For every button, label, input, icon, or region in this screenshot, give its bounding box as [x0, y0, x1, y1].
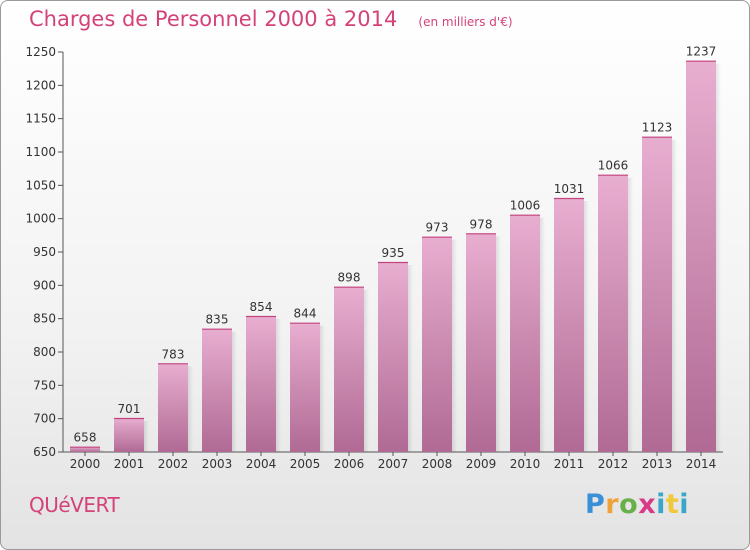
x-tick-label-2005: 2005	[290, 457, 321, 471]
bar-2014	[686, 60, 716, 453]
data-label-2014: 1237	[686, 45, 717, 59]
data-label-2008: 973	[426, 221, 449, 235]
y-tick-label: 1250	[25, 45, 56, 59]
bar-shadow	[320, 325, 325, 452]
data-label-2011: 1031	[554, 182, 585, 196]
y-tick-label: 800	[33, 345, 56, 359]
proxiti-logo: Proxiti	[585, 489, 689, 520]
bar-shadow	[716, 63, 721, 453]
x-tick-label-2003: 2003	[202, 457, 233, 471]
x-tick-label-2006: 2006	[334, 457, 365, 471]
y-tick-label: 650	[33, 445, 56, 459]
data-label-2007: 935	[382, 246, 405, 260]
x-tick-label-2008: 2008	[422, 457, 453, 471]
bar-2008	[422, 236, 452, 452]
bars-layer	[70, 60, 721, 453]
data-label-2003: 835	[206, 313, 229, 327]
logo-letter-t: t	[665, 489, 680, 520]
y-tick-label: 950	[33, 245, 56, 259]
bar-2006	[334, 286, 364, 452]
logo-letter-i2: i	[679, 489, 690, 520]
bar-2013	[642, 136, 672, 452]
bar-2011	[554, 198, 584, 452]
chart-title: Charges de Personnel 2000 à 2014	[29, 7, 398, 31]
y-tick-label: 850	[33, 312, 56, 326]
x-tick-label-2001: 2001	[114, 457, 145, 471]
bar-shadow	[452, 239, 457, 452]
logo-letter-x: x	[638, 489, 657, 520]
y-tick-label: 700	[33, 412, 56, 426]
bar-2002	[158, 363, 188, 452]
y-tick-label: 1050	[25, 178, 56, 192]
bar-shadow	[276, 319, 281, 452]
bar-shadow	[144, 421, 149, 452]
bar-2001	[114, 418, 144, 452]
x-tick-label-2014: 2014	[686, 457, 717, 471]
bar-2007	[378, 262, 408, 452]
y-tick-label: 900	[33, 278, 56, 292]
bar-shadow	[584, 201, 589, 452]
y-tick-label: 750	[33, 378, 56, 392]
x-tick-label-2004: 2004	[246, 457, 277, 471]
bar-shadow	[188, 366, 193, 452]
bar-2004	[246, 316, 276, 452]
data-label-2004: 854	[250, 300, 273, 314]
y-tick-label: 1200	[25, 78, 56, 92]
title-block: Charges de Personnel 2000 à 2014 (en mil…	[29, 7, 513, 31]
bar-shadow	[540, 217, 545, 452]
data-label-2010: 1006	[510, 199, 541, 213]
bar-shadow	[100, 449, 105, 452]
bar-2003	[202, 328, 232, 452]
labels-layer: 650 700 750 800 850 900 950 1000 1050 1100 1150 120…	[25, 45, 716, 471]
bar-2010	[510, 214, 540, 452]
bar-2000	[70, 446, 100, 452]
y-tick-label: 1100	[25, 145, 56, 159]
logo-letter-i: i	[656, 489, 666, 520]
x-tick-label-2013: 2013	[642, 457, 673, 471]
x-tick-label-2000: 2000	[70, 457, 101, 471]
data-label-2009: 978	[470, 217, 493, 231]
x-tick-label-2010: 2010	[510, 457, 541, 471]
logo-letter-r: r	[605, 489, 620, 520]
logo-letter-p: P	[585, 489, 606, 520]
y-tick-label: 1000	[25, 212, 56, 226]
commune-name: QUéVERT	[29, 493, 120, 517]
data-label-2002: 783	[162, 347, 185, 361]
logo-letter-o: o	[619, 489, 639, 520]
x-tick-label-2011: 2011	[554, 457, 585, 471]
data-label-2006: 898	[338, 271, 361, 285]
data-label-2000: 658	[74, 431, 97, 445]
chart-unit: (en milliers d'€)	[418, 15, 513, 29]
bar-shadow	[408, 265, 413, 452]
bar-shadow	[232, 331, 237, 452]
data-label-2013: 1123	[642, 121, 673, 135]
bar-shadow	[496, 236, 501, 452]
data-label-2001: 701	[118, 402, 141, 416]
y-tick-label: 1150	[25, 112, 56, 126]
x-tick-label-2012: 2012	[598, 457, 629, 471]
data-label-2005: 844	[294, 307, 317, 321]
bar-2012	[598, 174, 628, 452]
x-tick-label-2009: 2009	[466, 457, 497, 471]
x-tick-label-2007: 2007	[378, 457, 409, 471]
data-label-2012: 1066	[598, 159, 629, 173]
bar-shadow	[628, 177, 633, 452]
bar-shadow	[364, 289, 369, 452]
bar-2005	[290, 322, 320, 452]
bar-shadow	[672, 139, 677, 452]
bar-2009	[466, 233, 496, 452]
x-tick-label-2002: 2002	[158, 457, 189, 471]
